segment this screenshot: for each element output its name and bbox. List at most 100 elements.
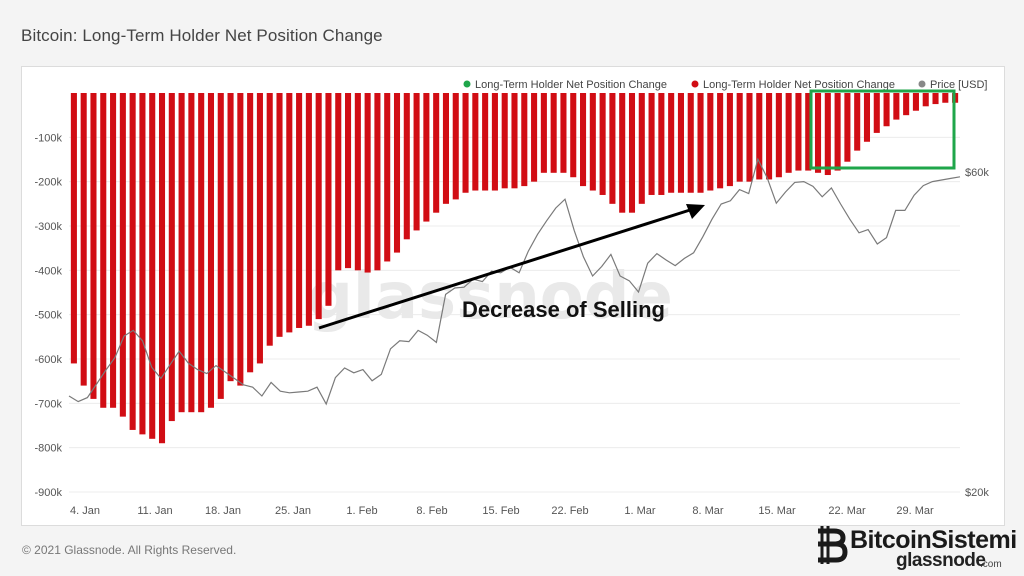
y-tick-label: -600k bbox=[34, 354, 62, 366]
y-right-tick-label: $60k bbox=[965, 167, 989, 179]
x-tick-label: 8. Mar bbox=[692, 505, 724, 517]
legend-marker bbox=[691, 80, 699, 88]
chart-panel bbox=[21, 66, 1005, 526]
bar bbox=[266, 93, 273, 346]
bar bbox=[247, 93, 254, 373]
legend-label: Long-Term Holder Net Position Change bbox=[703, 79, 895, 91]
bar bbox=[932, 93, 939, 105]
annotation-text: Decrease of Selling bbox=[462, 297, 665, 322]
x-tick-label: 22. Mar bbox=[828, 505, 866, 517]
highlight-box bbox=[809, 89, 956, 170]
bar bbox=[364, 93, 371, 273]
bar bbox=[501, 93, 508, 189]
y-tick-label: -200k bbox=[34, 177, 62, 189]
x-tick-label: 25. Jan bbox=[275, 505, 311, 517]
y-tick-label: -500k bbox=[34, 310, 62, 322]
bar bbox=[217, 93, 224, 399]
bar bbox=[462, 93, 469, 193]
bar bbox=[149, 93, 156, 439]
y-tick-label: -900k bbox=[34, 487, 62, 499]
bar bbox=[883, 93, 890, 127]
bar bbox=[433, 93, 440, 213]
bar bbox=[423, 93, 430, 222]
bar bbox=[100, 93, 107, 408]
y-tick-label: -700k bbox=[34, 398, 62, 410]
bar bbox=[795, 93, 802, 171]
bar bbox=[345, 93, 352, 269]
bar bbox=[717, 93, 724, 189]
x-axis: 4. Jan 11. Jan 18. Jan 25. Jan 1. Feb 8. Feb 1… bbox=[70, 505, 934, 517]
bar bbox=[903, 93, 910, 116]
chart-title: Bitcoin: Long-Term Holder Net Position C… bbox=[21, 26, 383, 45]
bar bbox=[599, 93, 606, 195]
bar bbox=[472, 93, 479, 191]
bar bbox=[854, 93, 861, 151]
brand-logo: BitcoinSistemi glassnode .com bbox=[812, 520, 1017, 571]
x-tick-label: 1. Feb bbox=[346, 505, 377, 517]
bar bbox=[736, 93, 743, 182]
bar bbox=[619, 93, 626, 213]
bar bbox=[697, 93, 704, 193]
bar bbox=[922, 93, 929, 107]
bar bbox=[873, 93, 880, 133]
bar bbox=[658, 93, 665, 195]
bar bbox=[785, 93, 792, 173]
bar bbox=[188, 93, 195, 413]
bar bbox=[863, 93, 871, 142]
bar bbox=[893, 93, 900, 120]
bar bbox=[110, 93, 117, 408]
bar bbox=[511, 93, 518, 189]
y-tick-label: -300k bbox=[34, 221, 62, 233]
bar bbox=[746, 93, 753, 182]
bar bbox=[687, 93, 694, 193]
y-axis-left: -100k -200k -300k -400k -500k -600k -700k -800k… bbox=[34, 132, 62, 499]
bar bbox=[119, 93, 126, 417]
bar bbox=[521, 93, 528, 187]
bar bbox=[354, 93, 361, 271]
bar bbox=[824, 93, 831, 176]
bar bbox=[482, 93, 489, 191]
x-tick-label: 4. Jan bbox=[70, 505, 100, 517]
x-tick-label: 15. Mar bbox=[758, 505, 796, 517]
bar bbox=[912, 93, 919, 111]
price-series bbox=[68, 157, 961, 406]
bar bbox=[393, 93, 401, 253]
bar bbox=[628, 93, 636, 213]
legend-label: Price [USD] bbox=[930, 79, 987, 91]
x-tick-label: 22. Feb bbox=[551, 505, 588, 517]
bar bbox=[384, 93, 391, 262]
legend: Long-Term Holder Net Position Change Long… bbox=[463, 79, 987, 91]
bar bbox=[305, 93, 312, 326]
bar bbox=[335, 93, 342, 271]
brand-name: BitcoinSistemi bbox=[850, 526, 1017, 554]
bar bbox=[227, 93, 234, 382]
bar bbox=[550, 93, 557, 173]
bar bbox=[129, 93, 136, 430]
bar bbox=[805, 93, 812, 171]
copyright-footer: © 2021 Glassnode. All Rights Reserved. bbox=[22, 543, 237, 557]
bar bbox=[403, 93, 410, 240]
bar bbox=[844, 93, 851, 162]
bar bbox=[531, 93, 538, 182]
price-line bbox=[68, 157, 961, 406]
bar bbox=[648, 93, 655, 195]
x-tick-label: 29. Mar bbox=[896, 505, 934, 517]
bar bbox=[589, 93, 596, 191]
y-axis-right: $60k $20k bbox=[965, 167, 989, 499]
bitcoin-logo-icon bbox=[818, 526, 848, 564]
legend-label: Long-Term Holder Net Position Change bbox=[475, 79, 667, 91]
bar bbox=[296, 93, 303, 328]
bar bbox=[325, 93, 332, 306]
bar bbox=[540, 93, 547, 173]
bar bbox=[942, 93, 949, 103]
y-tick-label: -400k bbox=[34, 265, 62, 277]
x-tick-label: 15. Feb bbox=[482, 505, 519, 517]
bar bbox=[80, 93, 87, 386]
bar bbox=[677, 93, 684, 193]
trend-arrow bbox=[318, 204, 705, 330]
bar bbox=[207, 93, 215, 408]
bar bbox=[315, 93, 322, 320]
bar bbox=[286, 93, 293, 333]
x-tick-label: 1. Mar bbox=[624, 505, 656, 517]
